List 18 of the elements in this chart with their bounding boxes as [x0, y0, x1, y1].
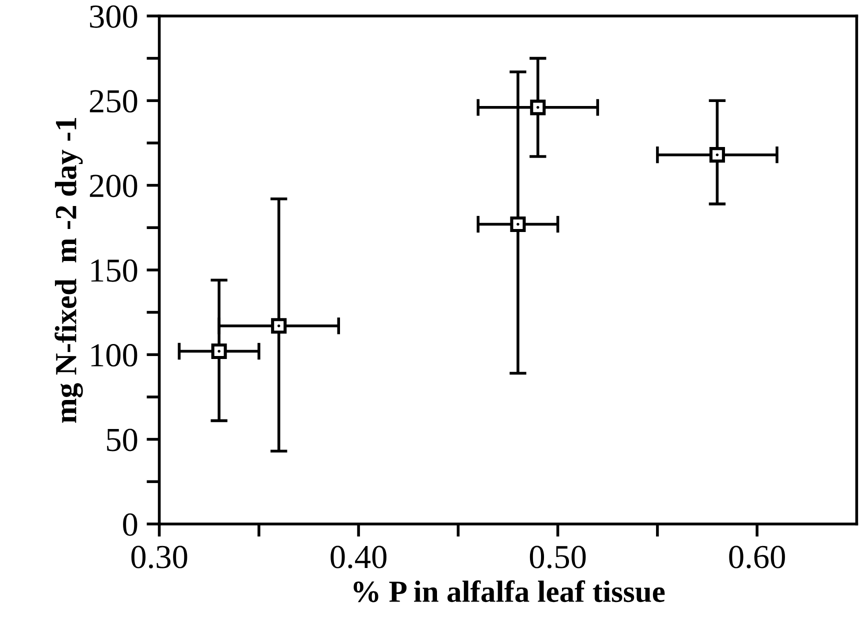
x-tick-label: 0.30	[131, 546, 188, 568]
y-tick-label: 100	[91, 344, 138, 367]
x-tick-label: 0.50	[530, 546, 586, 568]
point	[510, 216, 526, 232]
x-tick-label: 0.60	[729, 546, 785, 568]
point	[271, 318, 287, 334]
y-tick-label: 50	[107, 428, 138, 452]
point	[530, 100, 546, 116]
y-tick-label: 300	[90, 5, 138, 28]
point	[211, 343, 227, 360]
y-tick-label: 200	[90, 174, 138, 198]
y-tick-label: 0	[123, 513, 138, 536]
point	[709, 147, 725, 163]
x-tick-label: 0.40	[330, 546, 386, 568]
y-tick-label: 150	[91, 259, 138, 282]
y-axis-title: mg N-fixed m -2 day -1	[54, 118, 83, 423]
y-tick-label: 250	[90, 90, 138, 113]
x-axis-title: % P in alfalfa leaf tissue	[354, 580, 665, 602]
